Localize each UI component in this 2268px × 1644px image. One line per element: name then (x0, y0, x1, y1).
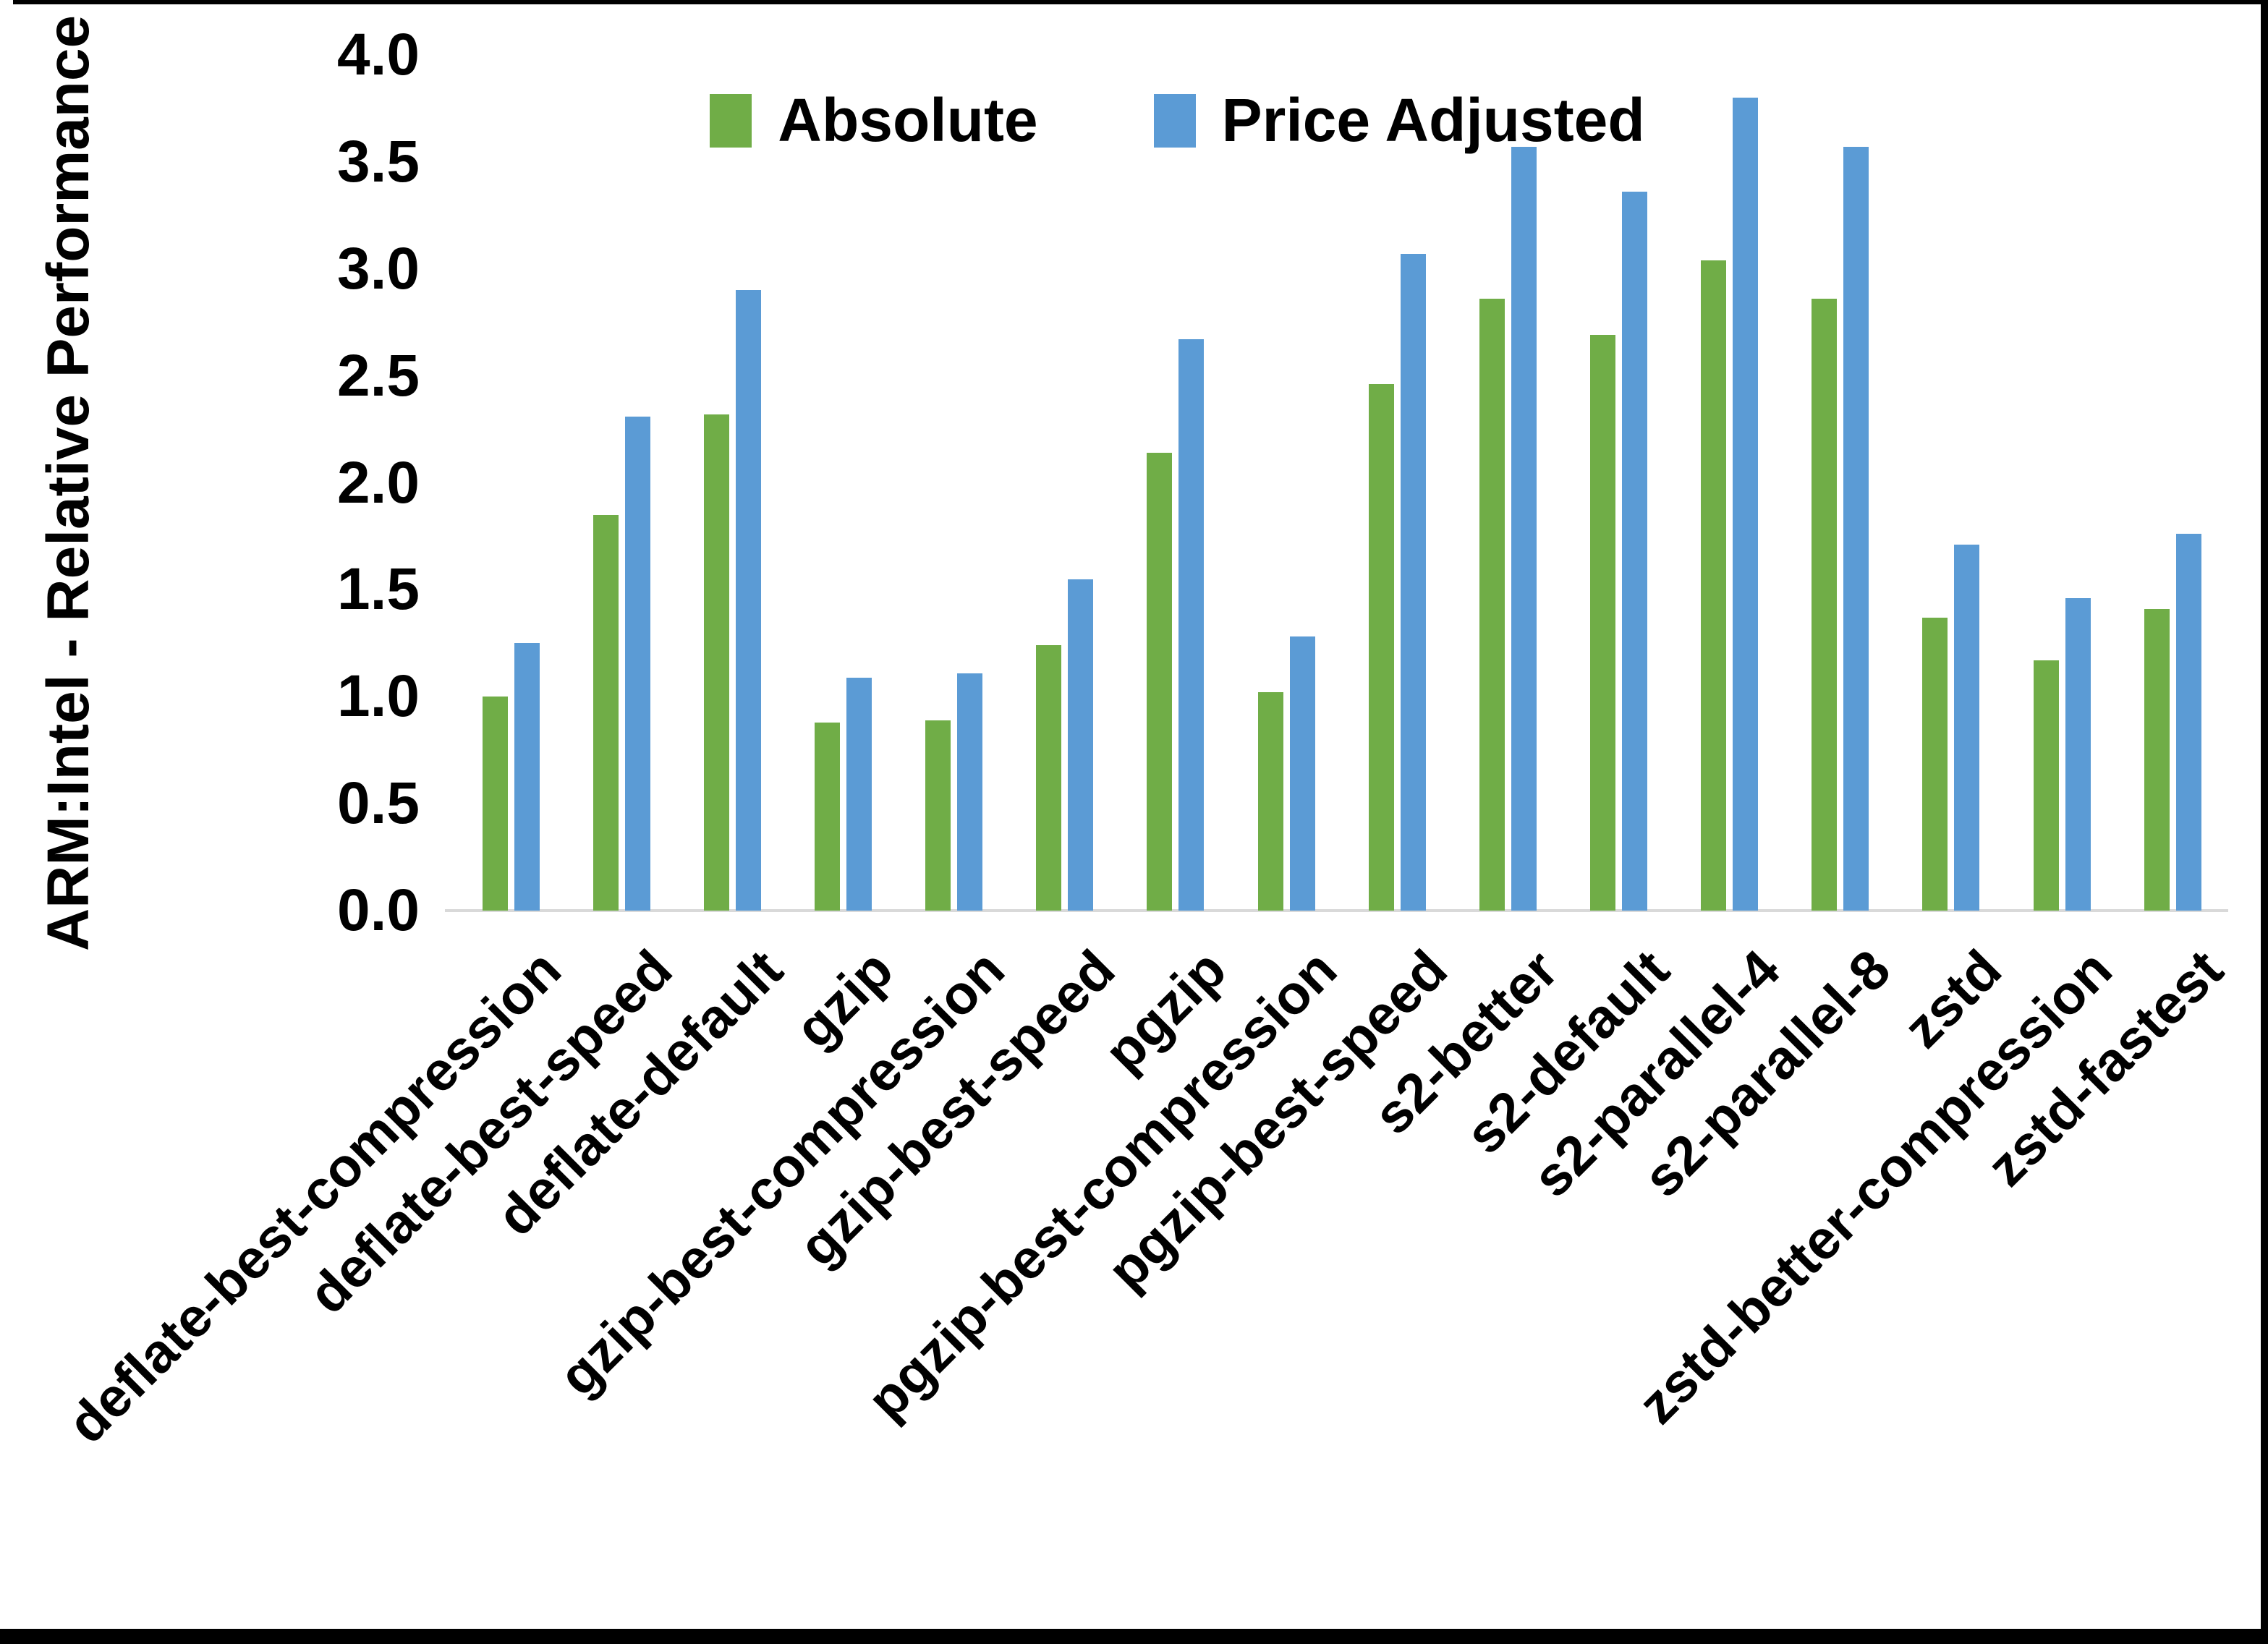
bar-price-adjusted-s2-default (1622, 192, 1647, 911)
legend-label: Absolute (778, 86, 1038, 154)
bar-price-adjusted-s2-better (1511, 147, 1537, 911)
y-tick-label: 3.5 (337, 128, 420, 195)
bar-absolute-zstd-fastest (2144, 608, 2170, 911)
legend: Absolute Price Adjusted (43, 85, 2268, 156)
frame-border-top (13, 0, 2268, 4)
bar-price-adjusted-s2-parallel-8 (1843, 147, 1869, 911)
bar-price-adjusted-deflate-best-speed (624, 416, 650, 911)
bar-absolute-s2-parallel-8 (1812, 299, 1838, 911)
legend-label: Price Adjusted (1221, 86, 1645, 154)
bar-price-adjusted-zstd-fastest (2175, 534, 2201, 911)
bar-absolute-gzip-best-speed (1036, 645, 1062, 911)
bar-price-adjusted-gzip-best-speed (1068, 579, 1094, 911)
bar-absolute-gzip (814, 722, 840, 911)
bar-absolute-zstd-better-compression (2033, 660, 2059, 911)
bar-price-adjusted-deflate-best-compression (514, 643, 540, 911)
legend-swatch-icon (1153, 93, 1196, 148)
bar-absolute-s2-parallel-4 (1701, 260, 1727, 911)
y-tick-label: 2.5 (337, 342, 420, 409)
frame-border-bottom (0, 1629, 2268, 1644)
bar-price-adjusted-gzip (846, 677, 872, 911)
x-axis-line (445, 909, 2228, 912)
bar-price-adjusted-s2-parallel-4 (1733, 98, 1759, 911)
bar-absolute-deflate-best-compression (482, 697, 508, 911)
y-tick-label: 4.0 (337, 22, 420, 88)
bar-price-adjusted-zstd (1954, 545, 1980, 911)
bar-price-adjusted-zstd-better-compression (2065, 598, 2091, 911)
y-tick-label: 0.0 (337, 877, 420, 943)
y-tick-label: 0.5 (337, 770, 420, 837)
y-tick-label: 3.0 (337, 235, 420, 302)
bar-absolute-pgzip (1147, 453, 1173, 911)
legend-item-0: Absolute (710, 85, 1038, 156)
y-tick-label: 1.0 (337, 663, 420, 730)
bar-price-adjusted-deflate-default (735, 290, 761, 911)
legend-item-1: Price Adjusted (1153, 85, 1645, 156)
y-tick-label: 1.5 (337, 556, 420, 623)
bar-absolute-deflate-default (703, 414, 729, 911)
legend-swatch-icon (710, 93, 752, 148)
y-tick-label: 2.0 (337, 449, 420, 516)
bar-absolute-deflate-best-speed (593, 514, 619, 911)
bar-price-adjusted-gzip-best-compression (957, 673, 983, 911)
bar-price-adjusted-pgzip-best-speed (1400, 254, 1426, 911)
bar-price-adjusted-pgzip-best-compression (1289, 636, 1315, 911)
bar-absolute-gzip-best-compression (925, 720, 951, 911)
frame-border-right (2261, 0, 2268, 1644)
bar-absolute-pgzip-best-speed (1368, 384, 1394, 911)
bar-absolute-zstd (1922, 617, 1948, 911)
bar-absolute-pgzip-best-compression (1257, 692, 1283, 911)
bar-absolute-s2-better (1479, 299, 1505, 911)
bar-absolute-s2-default (1590, 335, 1615, 911)
bar-price-adjusted-pgzip (1178, 339, 1205, 911)
